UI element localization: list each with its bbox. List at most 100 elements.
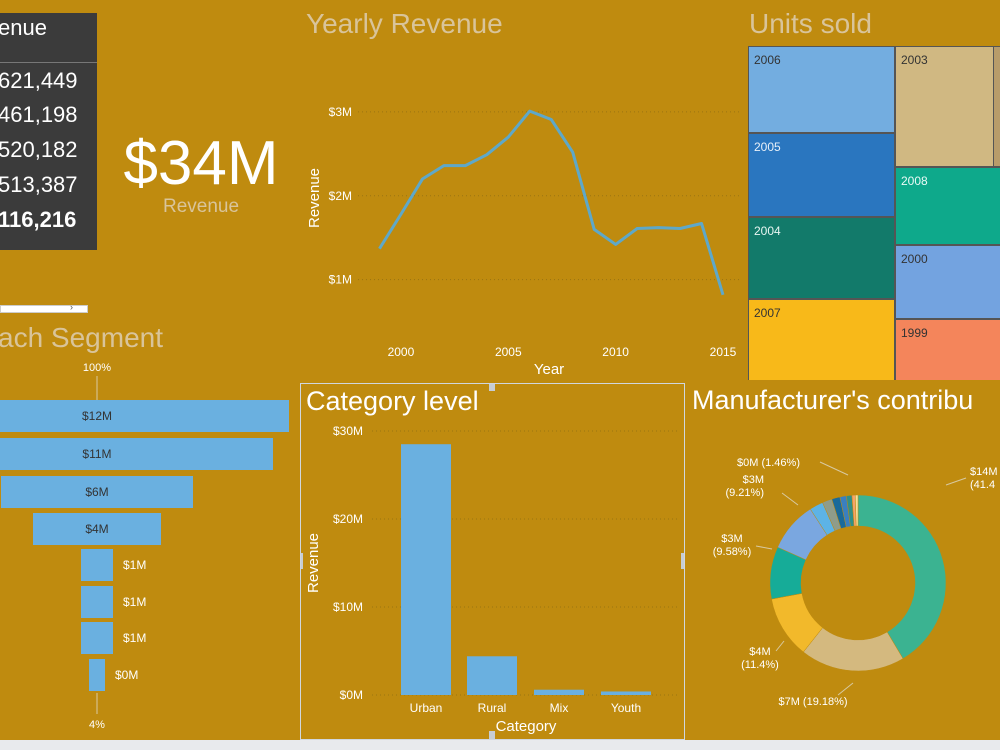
y-axis-label: Revenue [306, 168, 323, 228]
donut-data-label: $3M [743, 474, 764, 486]
chart-title: Yearly Revenue [306, 8, 503, 39]
y-tick-label: $30M [333, 424, 363, 438]
donut-data-label: (9.21%) [725, 487, 764, 499]
funnel-bar-label: $12M [82, 409, 112, 423]
yearly-revenue-chart[interactable]: Yearly Revenue $1M $2M $3M 2000 2005 2010 2015… [300, 0, 745, 380]
donut-slice [803, 627, 904, 672]
treemap-tile-label: 1999 [901, 326, 928, 340]
donut-slice [854, 494, 859, 527]
donut-leader-line [819, 461, 849, 476]
treemap-tile [895, 319, 1000, 380]
kpi-card: $34M Revenue [104, 10, 298, 320]
treemap-svg: 2006 2003 2005 2008 2004 2000 2007 1999 [748, 46, 1000, 380]
funnel-bar [33, 513, 161, 545]
chart-title: ach Segment [0, 322, 163, 353]
category-bar [401, 444, 451, 695]
donut-leader-line [945, 477, 967, 486]
y-tick-label: $20M [333, 512, 363, 526]
chart-title: Category level [306, 386, 479, 416]
manufacturer-donut-chart[interactable]: Manufacturer's contribu $14M (41.4 $7M (19… [688, 383, 1000, 740]
x-tick-label: 2015 [710, 345, 737, 359]
chart-title: Units sold [749, 8, 872, 39]
funnel-bar [81, 586, 113, 618]
funnel-bottom-pct: 4% [89, 719, 105, 731]
kpi-value: $34M [123, 129, 279, 198]
x-tick-label: Rural [478, 701, 507, 715]
y-axis-label: Revenue [305, 533, 322, 593]
funnel-bar-label: $0M [115, 668, 138, 682]
y-tick-label: $10M [333, 600, 363, 614]
treemap-tile-label: 2008 [901, 174, 928, 188]
scroll-right-icon[interactable]: › [70, 302, 73, 312]
bottom-scroll-area [0, 740, 1000, 750]
treemap-tile [748, 46, 895, 133]
units-sold-treemap[interactable]: Units sold 2006 2003 2005 2008 2004 2000 2007 1… [748, 0, 1000, 380]
segment-funnel-chart[interactable]: ach Segment 100% $12M $11M $6M $4M $1M $1M $1M $… [0, 322, 298, 742]
funnel-bar-label: $1M [123, 558, 146, 572]
funnel-bar [0, 400, 289, 432]
donut-data-label: (9.58%) [713, 546, 752, 558]
y-tick-label: $2M [329, 189, 352, 203]
donut-leader-line [781, 492, 799, 506]
category-bar [534, 689, 584, 695]
table-row: 520,182 [0, 137, 78, 162]
donut-leader-line [775, 640, 785, 652]
funnel-top-pct: 100% [83, 362, 111, 374]
chart-title: Manufacturer's contribu [692, 385, 974, 415]
funnel-bar-label: $6M [85, 485, 108, 499]
donut-slice [857, 494, 947, 659]
header-divider [0, 62, 97, 63]
funnel-bar [81, 622, 113, 654]
revenue-table-header[interactable]: enue [0, 15, 47, 40]
resize-handle [489, 731, 495, 739]
donut-data-label: $0M (1.46%) [737, 457, 800, 469]
table-total: 116,216 [0, 207, 77, 232]
x-axis-label: Year [534, 361, 564, 378]
treemap-tile-label: 2006 [754, 53, 781, 67]
donut-data-label: (41.4 [970, 479, 995, 491]
resize-handle [681, 553, 684, 569]
funnel-bar-label: $1M [123, 631, 146, 645]
funnel-bar [0, 438, 273, 470]
donut-chart-svg: $14M(41.4$7M (19.18%)$4M(11.4%)$3M(9.58%… [713, 457, 998, 708]
revenue-series-line [378, 109, 725, 296]
resize-handle [301, 553, 303, 569]
funnel-svg: 100% $12M $11M $6M $4M $1M $1M $1M $0M 4% [0, 362, 289, 731]
table-row: 513,387 [0, 172, 78, 197]
donut-data-label: (11.4%) [741, 659, 779, 671]
x-tick-label: 2005 [495, 345, 522, 359]
resize-handle [489, 384, 495, 391]
treemap-tile [748, 299, 895, 380]
treemap-tile [748, 133, 895, 217]
horizontal-scrollbar[interactable]: › [0, 302, 88, 313]
kpi-label: Revenue [162, 196, 240, 217]
y-tick-label: $3M [329, 105, 352, 119]
treemap-tile-label: 2003 [901, 53, 928, 67]
x-tick-label: 2010 [602, 345, 629, 359]
treemap-tile [895, 167, 1000, 245]
treemap-tile-label: 2000 [901, 252, 928, 266]
donut-data-label: $3M [721, 533, 742, 545]
treemap-tile [993, 46, 1000, 167]
category-level-chart[interactable]: Category level $0M $10M $20M $30M Urban Rural… [300, 383, 685, 740]
treemap-tile-label: 2007 [754, 306, 781, 320]
y-tick-label: $1M [329, 273, 352, 287]
funnel-bar [1, 476, 193, 508]
treemap-tile [895, 46, 994, 167]
donut-data-label: $4M [749, 646, 770, 658]
category-bar [467, 656, 517, 695]
treemap-tile [895, 245, 1000, 319]
funnel-bar-label: $1M [123, 595, 146, 609]
table-row: 461,198 [0, 102, 78, 127]
x-tick-label: 2000 [388, 345, 415, 359]
category-bar [601, 691, 651, 695]
treemap-tile [748, 217, 895, 299]
line-chart-svg: $1M $2M $3M 2000 2005 2010 2015 Year Revenue [306, 105, 740, 378]
funnel-bar [81, 549, 113, 581]
revenue-table: enue 621,449 461,198 520,182 513,387 116… [0, 10, 100, 320]
funnel-bar-label: $4M [85, 522, 108, 536]
funnel-bar-label: $11M [82, 447, 111, 461]
donut-data-label: $7M (19.18%) [778, 696, 847, 708]
donut-data-label: $14M [970, 466, 998, 478]
